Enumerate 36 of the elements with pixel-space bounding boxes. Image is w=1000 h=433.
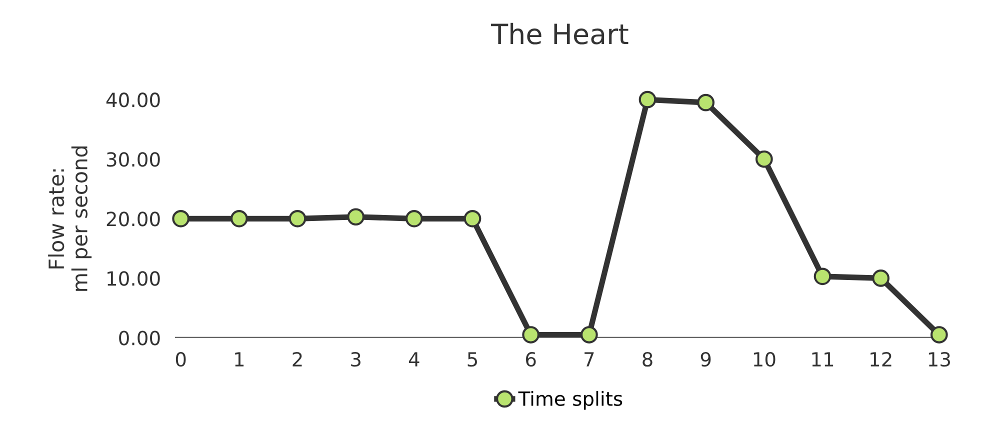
- y-tick-label: 30.00: [106, 152, 160, 167]
- x-tick-label: 0: [176, 352, 186, 367]
- x-tick-label: 8: [642, 352, 652, 367]
- point: [347, 208, 365, 226]
- point: [522, 326, 540, 344]
- point: [755, 150, 773, 168]
- x-tick-label: 12: [870, 352, 892, 366]
- point: [697, 94, 715, 112]
- y-tick-label: 20.00: [106, 212, 160, 226]
- point: [638, 90, 656, 108]
- point: [814, 268, 832, 286]
- chart-title: The Heart: [491, 22, 628, 44]
- point: [230, 210, 248, 228]
- y-tick-label: 10.00: [108, 271, 160, 286]
- y-axis-title: Flow rate: ml per second: [48, 146, 92, 291]
- x-tick-label: 1: [235, 352, 244, 366]
- point: [464, 210, 482, 228]
- x-tick-label: 13: [928, 352, 950, 367]
- point: [930, 326, 948, 344]
- y-tick-label: 0.00: [119, 330, 160, 346]
- point: [580, 326, 598, 344]
- point: [288, 210, 306, 228]
- point: [405, 210, 423, 228]
- y-tick-label: 40.00: [106, 92, 160, 108]
- x-tick-label: 11: [812, 352, 834, 366]
- x-tick-label: 5: [468, 352, 477, 367]
- x-tick-label: 2: [292, 352, 302, 366]
- point: [172, 210, 190, 228]
- x-tick-label: 4: [408, 352, 420, 366]
- legend-label: Time splits: [518, 390, 622, 410]
- x-tick-label: 7: [584, 352, 594, 366]
- x-tick-label: 3: [351, 352, 360, 367]
- point: [872, 270, 890, 287]
- x-tick-label: 6: [526, 352, 536, 367]
- x-tick-label: 9: [700, 352, 711, 367]
- x-tick-label: 10: [754, 352, 776, 367]
